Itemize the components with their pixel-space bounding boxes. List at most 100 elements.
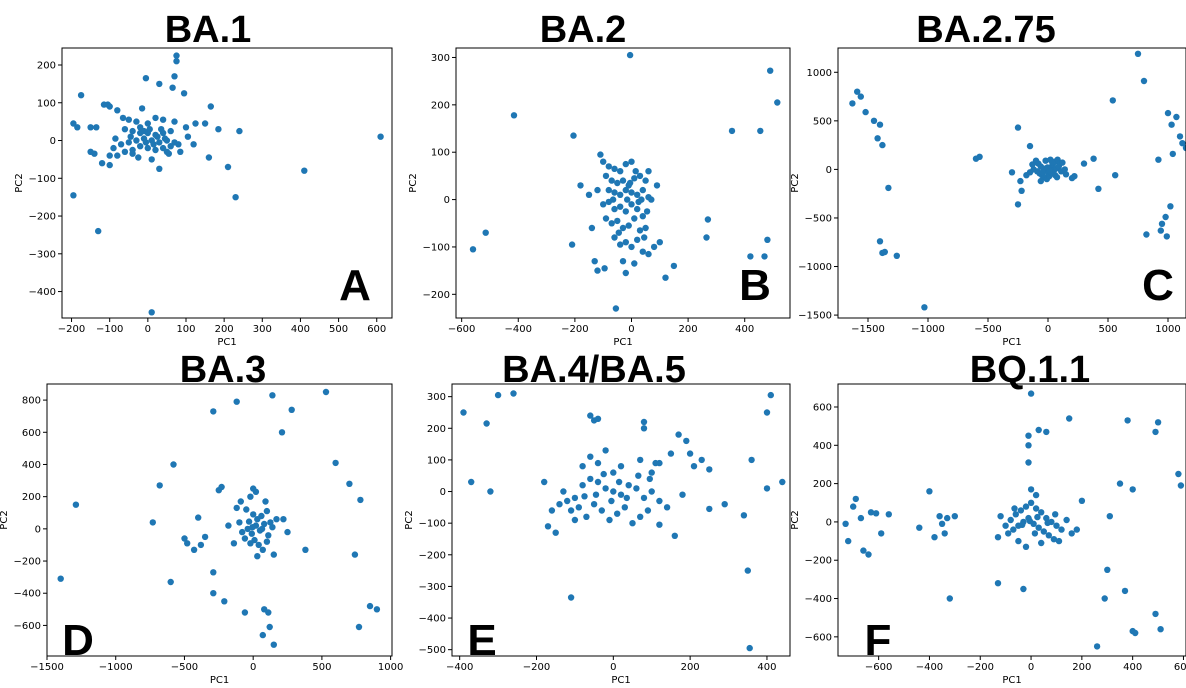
data-point bbox=[129, 127, 136, 135]
data-point bbox=[1039, 169, 1046, 176]
x-tick-label: 400 bbox=[1123, 662, 1142, 673]
data-point bbox=[1031, 530, 1039, 537]
x-tick-label: 400 bbox=[291, 324, 310, 335]
data-point bbox=[622, 269, 629, 277]
data-point bbox=[633, 485, 640, 492]
data-point bbox=[601, 265, 608, 272]
x-tick-label: 0 bbox=[628, 324, 634, 335]
y-tick-label: 300 bbox=[431, 53, 450, 64]
data-point bbox=[1068, 174, 1076, 182]
data-point bbox=[1023, 172, 1030, 179]
data-point bbox=[1027, 486, 1035, 493]
data-point bbox=[74, 124, 81, 131]
data-point bbox=[602, 485, 609, 492]
data-point bbox=[112, 135, 119, 142]
x-tick-label: −1500 bbox=[851, 324, 885, 335]
data-point bbox=[487, 488, 494, 495]
x-tick-label: 200 bbox=[679, 324, 698, 335]
data-point bbox=[611, 205, 618, 213]
data-point bbox=[544, 523, 552, 530]
data-point bbox=[997, 513, 1004, 520]
data-point bbox=[605, 186, 612, 194]
x-tick-label: 0 bbox=[145, 324, 151, 335]
x-tick-label: −400 bbox=[505, 324, 532, 335]
data-point bbox=[1015, 537, 1022, 545]
data-point bbox=[137, 143, 144, 150]
data-point bbox=[77, 92, 85, 99]
data-point bbox=[881, 248, 888, 256]
x-tick-label: −600 bbox=[448, 324, 475, 335]
data-point bbox=[628, 243, 635, 251]
data-point bbox=[587, 453, 594, 460]
data-point bbox=[622, 239, 629, 246]
data-point bbox=[1175, 470, 1182, 478]
data-point bbox=[670, 262, 678, 270]
data-point bbox=[210, 590, 217, 597]
panel-letter: C bbox=[1142, 261, 1174, 310]
data-point bbox=[1066, 415, 1073, 422]
data-point bbox=[121, 148, 129, 155]
data-point bbox=[631, 175, 638, 182]
data-point bbox=[1157, 227, 1165, 234]
data-point bbox=[119, 114, 127, 122]
x-tick-label: 200 bbox=[215, 324, 234, 335]
data-point bbox=[748, 456, 755, 464]
data-point bbox=[247, 493, 254, 500]
data-point bbox=[1011, 505, 1018, 512]
data-point bbox=[167, 127, 174, 135]
data-point bbox=[698, 456, 705, 464]
data-point bbox=[638, 196, 645, 203]
x-tick-label: 0 bbox=[250, 662, 256, 673]
y-tick-label: −300 bbox=[29, 249, 56, 260]
y-axis-label: PC2 bbox=[0, 510, 10, 529]
x-tick-label: 0 bbox=[1028, 662, 1034, 673]
data-point bbox=[1169, 150, 1177, 158]
data-point bbox=[127, 133, 134, 140]
data-point bbox=[634, 191, 641, 198]
data-point bbox=[602, 172, 610, 180]
data-point bbox=[631, 215, 638, 222]
data-point bbox=[332, 459, 339, 467]
data-point bbox=[994, 580, 1002, 587]
data-point bbox=[346, 480, 353, 487]
y-tick-label: 100 bbox=[427, 455, 446, 466]
data-point bbox=[138, 105, 146, 112]
data-point bbox=[640, 425, 648, 432]
y-tick-label: 500 bbox=[813, 116, 832, 127]
data-point bbox=[860, 547, 867, 554]
data-point bbox=[1168, 121, 1175, 128]
data-point bbox=[568, 241, 576, 248]
data-point bbox=[615, 478, 623, 486]
data-point bbox=[1040, 528, 1048, 535]
panel-letter: F bbox=[865, 616, 892, 665]
data-point bbox=[144, 144, 151, 152]
data-point bbox=[170, 461, 177, 468]
data-point bbox=[617, 191, 624, 198]
data-point bbox=[1046, 167, 1054, 175]
data-point bbox=[761, 253, 768, 260]
data-point bbox=[148, 309, 155, 316]
data-point bbox=[181, 535, 188, 542]
data-point bbox=[849, 100, 856, 107]
panel-letter: B bbox=[739, 261, 771, 310]
data-point bbox=[862, 108, 869, 116]
x-tick-label: −1500 bbox=[30, 662, 64, 673]
data-point bbox=[1052, 511, 1059, 518]
data-point bbox=[878, 530, 885, 537]
data-point bbox=[626, 179, 634, 187]
data-point bbox=[1014, 201, 1022, 208]
data-point bbox=[571, 516, 579, 524]
data-point bbox=[236, 127, 243, 135]
data-point bbox=[592, 491, 600, 498]
y-tick-label: −500 bbox=[419, 645, 446, 656]
data-point bbox=[994, 534, 1002, 541]
x-axis-label: PC1 bbox=[1002, 337, 1021, 348]
data-point bbox=[644, 507, 652, 514]
data-point bbox=[269, 524, 276, 531]
x-tick-label: 600 bbox=[367, 324, 386, 335]
data-point bbox=[637, 456, 644, 464]
data-point bbox=[645, 168, 652, 175]
data-point bbox=[656, 239, 663, 246]
data-point bbox=[605, 163, 612, 170]
